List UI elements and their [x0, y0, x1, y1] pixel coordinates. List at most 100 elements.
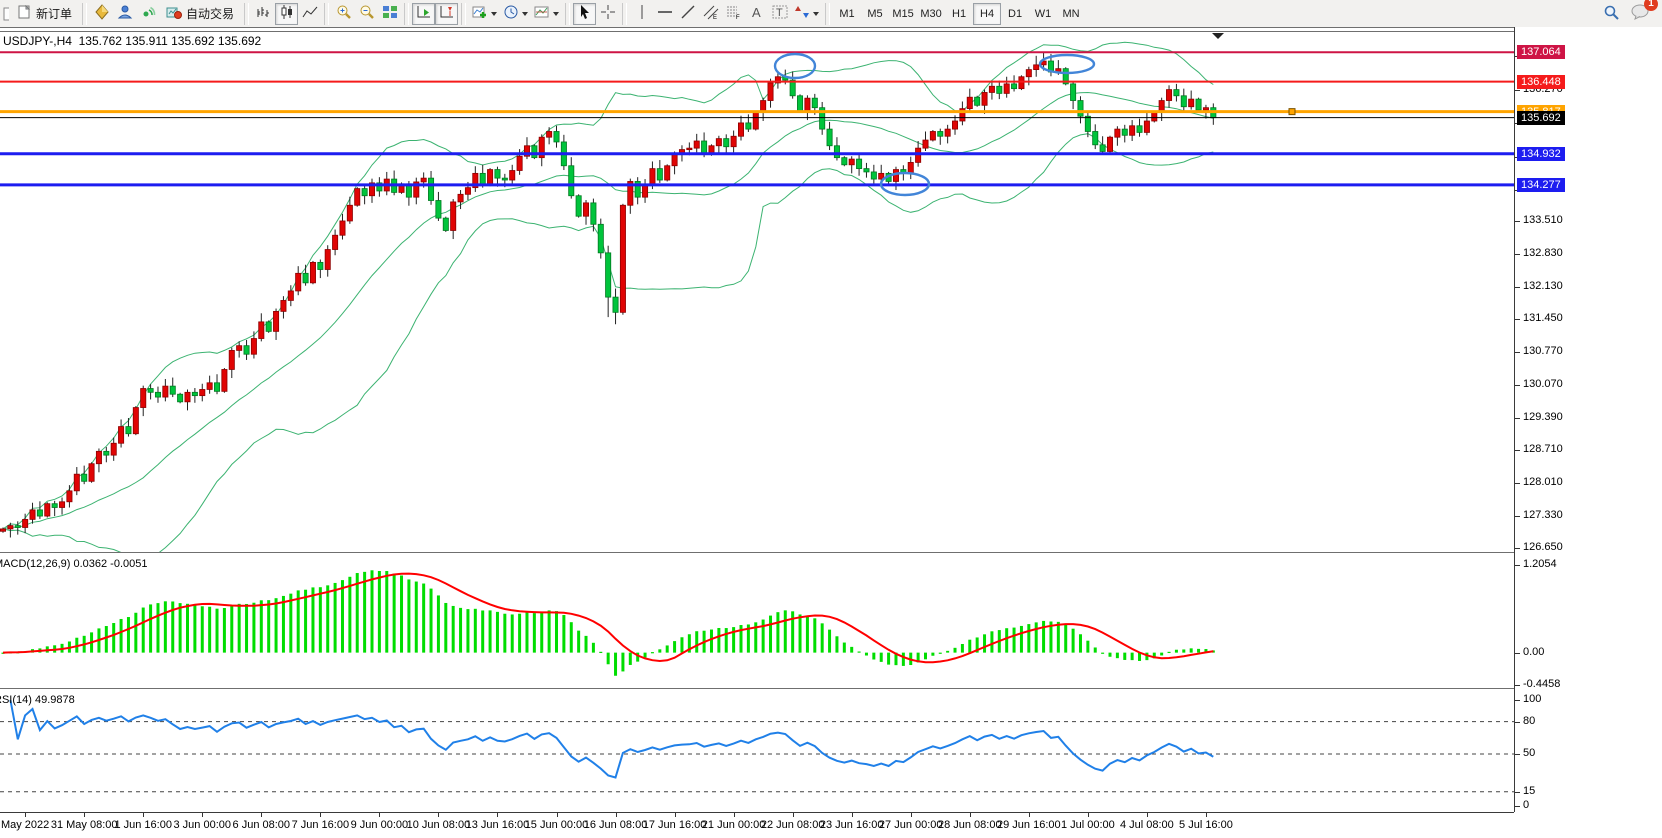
- price-pane[interactable]: USDJPY-,H4 135.762 135.911 135.692 135.6…: [0, 32, 1514, 552]
- toolbar: 新订单 自动交易: [0, 0, 1662, 27]
- time-tick: [497, 813, 499, 817]
- candle-body: [103, 450, 110, 456]
- candle-body: [265, 321, 272, 332]
- candle-body: [642, 184, 649, 198]
- candle-body: [878, 172, 885, 180]
- periods-button[interactable]: [500, 3, 531, 25]
- timeframe-m1-button[interactable]: M1: [833, 3, 861, 25]
- macd-canvas[interactable]: [0, 556, 1514, 688]
- candle-body: [981, 92, 988, 106]
- mql-button[interactable]: [90, 3, 113, 25]
- templates-button[interactable]: [531, 3, 562, 25]
- candle-body: [797, 95, 804, 112]
- tile-windows-button[interactable]: [378, 3, 401, 25]
- candle-body: [752, 112, 759, 130]
- bar-chart-button[interactable]: [252, 3, 275, 25]
- horizontal-line-button[interactable]: [653, 3, 676, 25]
- chart-symbol-period: USDJPY-,H4: [3, 34, 72, 48]
- candle-body: [125, 426, 132, 435]
- crosshair-button[interactable]: [596, 3, 619, 25]
- tile-windows-icon: [382, 4, 398, 23]
- timeframe-mn-button[interactable]: MN: [1057, 3, 1085, 25]
- line-chart-button[interactable]: [298, 3, 321, 25]
- timeframe-h4-button[interactable]: H4: [973, 2, 1002, 25]
- timeframe-m15-button[interactable]: M15: [889, 3, 917, 25]
- profile-button[interactable]: [113, 3, 136, 25]
- rsi-pane[interactable]: RSI(14) 49.9878: [0, 692, 1514, 812]
- time-label: 28 Jun 08:00: [937, 819, 1002, 831]
- timeframe-d1-button[interactable]: D1: [1001, 3, 1029, 25]
- auto-trading-button[interactable]: 自动交易: [159, 3, 241, 25]
- indicators-button[interactable]: [469, 3, 500, 25]
- candle-body: [819, 107, 826, 130]
- ellipse-annotation: [1038, 53, 1096, 75]
- macd-pane[interactable]: MACD(12,26,9) 0.0362 -0.0051: [0, 556, 1514, 688]
- candle-body: [442, 217, 449, 231]
- timeframe-m5-button[interactable]: M5: [861, 3, 889, 25]
- label-button[interactable]: T: [768, 3, 791, 25]
- ellipse-annotations[interactable]: [773, 52, 1096, 197]
- price-chart-canvas[interactable]: [0, 32, 1514, 552]
- horizontal-line-objects[interactable]: [0, 51, 1514, 187]
- signals-button[interactable]: [136, 3, 159, 25]
- axis-tick-mark: [1515, 515, 1520, 517]
- axis-tick-label: -0.4458: [1523, 678, 1561, 690]
- zoom-in-button[interactable]: [332, 3, 355, 25]
- axis-price-label: 134.277: [1517, 177, 1565, 192]
- candle-body: [516, 155, 523, 171]
- text-button[interactable]: A: [745, 3, 768, 25]
- candle-body: [309, 261, 316, 284]
- chart-shift-marker[interactable]: [1212, 33, 1224, 39]
- axis-tick-label: 126.650: [1523, 540, 1563, 553]
- time-tick: [969, 813, 971, 817]
- candle-body: [250, 338, 257, 355]
- time-label: 3 Jun 00:00: [173, 819, 232, 831]
- fibonacci-button[interactable]: F: [722, 3, 745, 25]
- candle-body: [479, 172, 486, 186]
- candle-body: [346, 204, 353, 222]
- timeframe-h1-button[interactable]: H1: [945, 3, 973, 25]
- time-label: 29 Jun 16:00: [997, 819, 1061, 831]
- rsi-levels: [0, 721, 1514, 793]
- time-axis[interactable]: May 2022 31 May 08:00 1 Jun 16:00 3 Jun 00:…: [0, 812, 1514, 838]
- timeframe-m30-button[interactable]: M30: [917, 3, 945, 25]
- candle-body: [177, 393, 184, 403]
- value-axis-column[interactable]: 136.990136.270135.570134.870134.170133.5…: [1514, 27, 1662, 812]
- axis-tick-mark: [1515, 685, 1520, 686]
- candle-body: [915, 147, 922, 163]
- candle-body: [892, 169, 899, 182]
- candlestick-chart-button[interactable]: [275, 2, 299, 25]
- arrows-button[interactable]: [791, 3, 822, 25]
- dropdown-arrow-icon: [491, 11, 498, 16]
- axis-tick-mark: [1515, 721, 1520, 723]
- candle-body: [361, 188, 368, 197]
- candle-body: [1011, 83, 1018, 90]
- new-order-button[interactable]: 新订单: [11, 3, 79, 25]
- chat-button[interactable]: 1: [1631, 0, 1658, 25]
- candle-body: [1202, 107, 1209, 111]
- rsi-canvas[interactable]: [0, 692, 1514, 812]
- macd-label: MACD(12,26,9) 0.0362 -0.0051: [0, 558, 148, 570]
- trendline-button[interactable]: [676, 3, 699, 25]
- candle-body: [1099, 144, 1106, 152]
- auto-scroll-button[interactable]: [412, 2, 436, 25]
- candle-body: [922, 139, 929, 149]
- channel-button[interactable]: E: [699, 3, 722, 25]
- rsi-line: [9, 699, 1214, 779]
- search-button[interactable]: [1600, 3, 1623, 25]
- cursor-button[interactable]: [573, 2, 597, 25]
- vertical-line-button[interactable]: [630, 3, 653, 25]
- zoom-out-button[interactable]: [355, 3, 378, 25]
- line-chart-icon: [302, 4, 318, 23]
- separator: [82, 2, 88, 25]
- chart-shift-button[interactable]: [435, 2, 459, 25]
- chart-title: USDJPY-,H4 135.762 135.911 135.692 135.6…: [3, 34, 261, 48]
- candle-body: [494, 169, 501, 179]
- timeframe-w1-button[interactable]: W1: [1029, 3, 1057, 25]
- candle-body: [656, 168, 663, 181]
- candle-body: [258, 321, 265, 339]
- axis-tick-mark: [1515, 319, 1520, 321]
- candle-body: [302, 272, 309, 284]
- time-label: 23 Jun 16:00: [819, 819, 884, 831]
- axis-tick-mark: [1515, 449, 1520, 451]
